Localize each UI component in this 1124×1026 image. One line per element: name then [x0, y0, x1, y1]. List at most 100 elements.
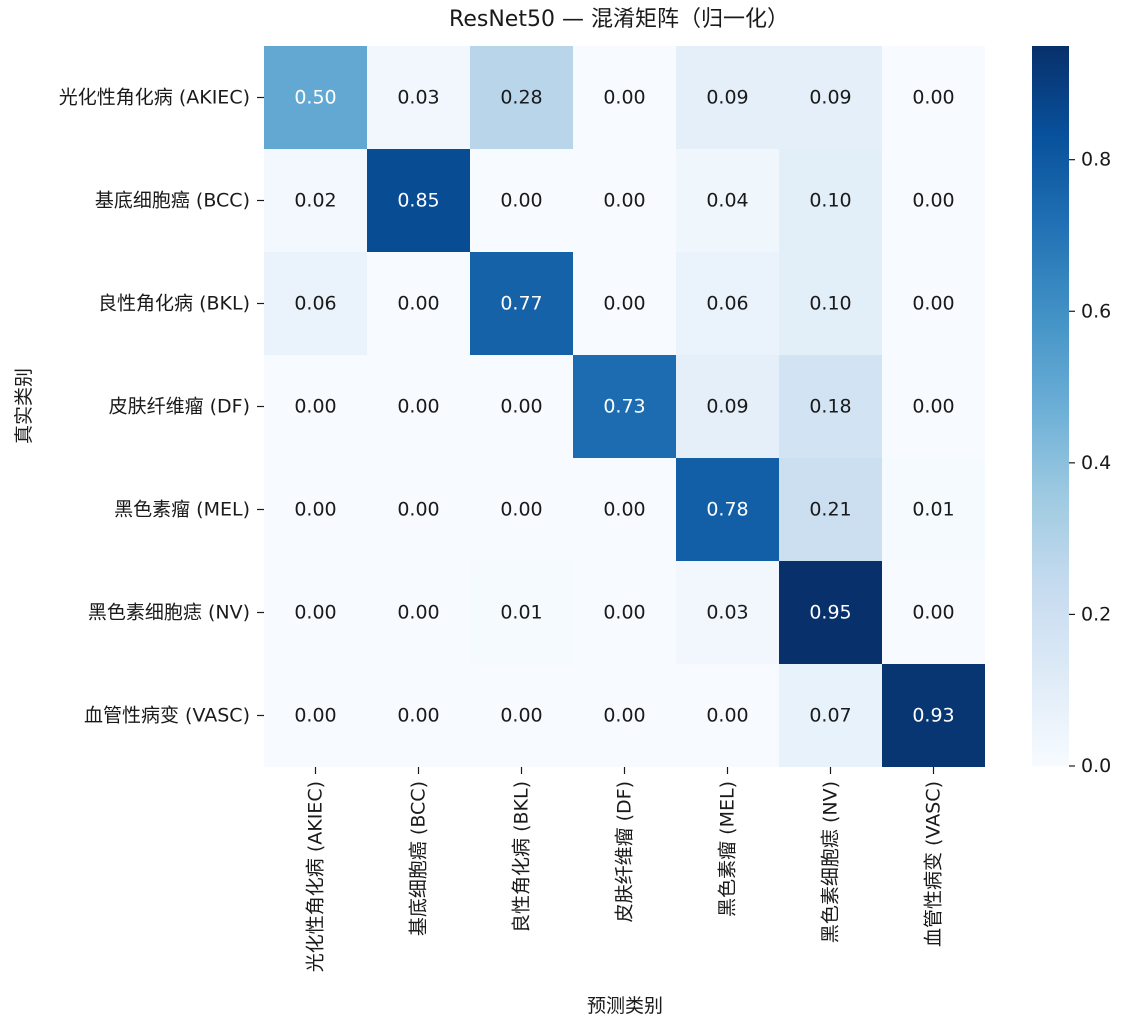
heatmap-cell	[470, 664, 573, 767]
cell-value-label: 0.93	[912, 705, 954, 727]
cell-value-label: 0.77	[500, 293, 542, 315]
heatmap-cell	[573, 664, 676, 767]
colorbar-tick-label: 0.6	[1081, 300, 1111, 322]
heatmap-cell	[573, 46, 676, 149]
heatmap-cell	[882, 149, 985, 252]
cell-value-label: 0.00	[912, 602, 954, 624]
heatmap-cell	[676, 664, 779, 767]
heatmap-cell	[779, 149, 882, 252]
heatmap-cell	[573, 355, 676, 458]
heatmap-cell	[264, 149, 367, 252]
heatmap-cell	[264, 355, 367, 458]
row-tick-label: 良性角化病 (BKL)	[98, 293, 250, 315]
heatmap-cell	[367, 149, 470, 252]
heatmap-cell	[367, 458, 470, 561]
row-tick-label: 皮肤纤维瘤 (DF)	[109, 396, 250, 418]
cell-value-label: 0.10	[809, 190, 851, 212]
column-tick-label: 黑色素瘤 (MEL)	[717, 781, 739, 917]
cell-value-label: 0.50	[294, 87, 336, 109]
heatmap-cell	[779, 458, 882, 561]
heatmap-cell	[573, 252, 676, 355]
heatmap-cell	[264, 664, 367, 767]
cell-value-label: 0.00	[912, 396, 954, 418]
row-tick-label: 血管性病变 (VASC)	[84, 705, 250, 727]
cell-value-label: 0.06	[706, 293, 748, 315]
heatmap-cell	[676, 458, 779, 561]
heatmap-cell	[367, 355, 470, 458]
column-tick-label: 黑色素细胞痣 (NV)	[820, 781, 842, 943]
heatmap-cell	[367, 561, 470, 664]
heatmap-cell	[367, 664, 470, 767]
heatmap-cell	[470, 149, 573, 252]
chart-title: ResNet50 — 混淆矩阵（归一化）	[449, 7, 789, 32]
cell-value-label: 0.00	[294, 602, 336, 624]
heatmap-cell	[264, 46, 367, 149]
cell-value-label: 0.00	[397, 396, 439, 418]
cell-value-label: 0.07	[809, 705, 851, 727]
cell-value-label: 0.00	[397, 499, 439, 521]
cell-value-label: 0.73	[603, 396, 645, 418]
heatmap-cell	[470, 355, 573, 458]
column-tick-label: 皮肤纤维瘤 (DF)	[614, 781, 636, 922]
cell-value-label: 0.00	[500, 705, 542, 727]
colorbar-tick-label: 0.0	[1081, 755, 1111, 777]
cell-value-label: 0.00	[294, 705, 336, 727]
cell-value-label: 0.00	[397, 293, 439, 315]
colorbar: 0.0 0.2 0.4 0.6 0.8	[1032, 46, 1111, 777]
column-tick-label: 血管性病变 (VASC)	[923, 781, 945, 947]
heatmap-cell	[676, 252, 779, 355]
column-tick-label: 光化性角化病 (AKIEC)	[305, 781, 327, 972]
cell-value-label: 0.03	[397, 87, 439, 109]
heatmap-cell	[470, 252, 573, 355]
heatmap-cell	[470, 561, 573, 664]
cell-value-label: 0.00	[603, 705, 645, 727]
colorbar-tick-label: 0.8	[1081, 149, 1111, 171]
heatmap-cell	[882, 46, 985, 149]
heatmap-cell	[676, 355, 779, 458]
heatmap-cell	[264, 561, 367, 664]
cell-value-label: 0.95	[809, 602, 851, 624]
heatmap-cell	[676, 149, 779, 252]
cell-value-label: 0.00	[603, 190, 645, 212]
cell-value-label: 0.00	[706, 705, 748, 727]
cell-value-label: 0.02	[294, 190, 336, 212]
cell-value-label: 0.04	[706, 190, 748, 212]
cell-value-label: 0.00	[397, 705, 439, 727]
cell-value-label: 0.10	[809, 293, 851, 315]
heatmap-cell	[676, 561, 779, 664]
heatmap-cell	[367, 252, 470, 355]
heatmap-cell	[264, 458, 367, 561]
heatmap-cell	[779, 46, 882, 149]
cell-value-label: 0.00	[912, 87, 954, 109]
cell-value-label: 0.09	[706, 396, 748, 418]
cell-value-label: 0.00	[500, 190, 542, 212]
cell-value-label: 0.06	[294, 293, 336, 315]
cell-value-label: 0.18	[809, 396, 851, 418]
heatmap-cells: 0.50 0.03 0.28 0.00 0.09 0.09 0.00 0.02 0.85 0.00…	[264, 46, 985, 767]
cell-value-label: 0.03	[706, 602, 748, 624]
heatmap-cell	[779, 252, 882, 355]
heatmap-cell	[676, 46, 779, 149]
cell-value-label: 0.00	[912, 190, 954, 212]
cell-value-label: 0.01	[912, 499, 954, 521]
row-tick-label: 基底细胞癌 (BCC)	[95, 190, 250, 212]
column-tick-label: 良性角化病 (BKL)	[511, 781, 533, 933]
column-tick-label: 基底细胞癌 (BCC)	[408, 781, 430, 936]
cell-value-label: 0.00	[397, 602, 439, 624]
heatmap-cell	[882, 458, 985, 561]
x-axis-title: 预测类别	[587, 995, 663, 1017]
cell-value-label: 0.00	[603, 602, 645, 624]
cell-value-label: 0.85	[397, 190, 439, 212]
cell-value-label: 0.01	[500, 602, 542, 624]
row-tick-label: 光化性角化病 (AKIEC)	[59, 87, 250, 109]
cell-value-label: 0.00	[603, 293, 645, 315]
y-axis-title: 真实类别	[13, 368, 35, 444]
heatmap-cell	[779, 561, 882, 664]
row-tick-labels: 光化性角化病 (AKIEC) 基底细胞癌 (BCC) 良性角化病 (BKL) 皮肤纤维…	[59, 87, 264, 727]
heatmap-cell	[573, 149, 676, 252]
heatmap-cell	[882, 561, 985, 664]
cell-value-label: 0.00	[603, 499, 645, 521]
cell-value-label: 0.00	[294, 396, 336, 418]
